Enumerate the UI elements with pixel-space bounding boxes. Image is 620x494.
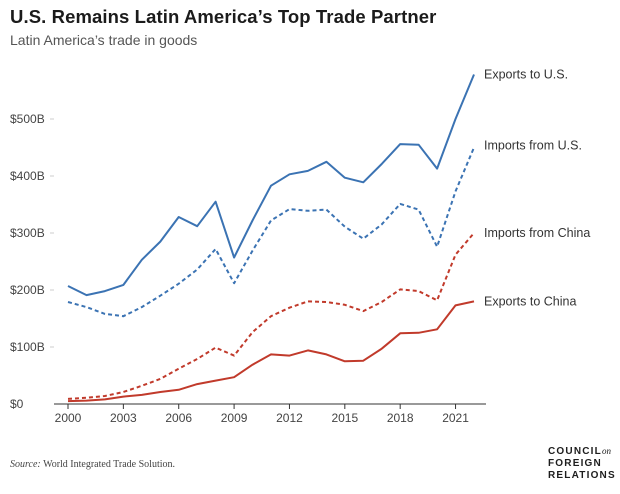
- source-note: Source: World Integrated Trade Solution.: [10, 459, 175, 470]
- series-line-imports-from-u-s: [67, 147, 475, 318]
- x-tick-label: 2006: [165, 411, 192, 425]
- series-lines: [67, 74, 475, 403]
- x-tick-label: 2015: [331, 411, 358, 425]
- series-label: Exports to U.S.: [484, 68, 568, 82]
- x-tick-label: 2012: [276, 411, 303, 425]
- x-tick-label: 2000: [55, 411, 82, 425]
- series-label: Imports from U.S.: [484, 139, 582, 153]
- x-tick-label: 2003: [110, 411, 137, 425]
- series-label: Imports from China: [484, 226, 590, 240]
- y-tick-label: $500B: [10, 112, 45, 126]
- series-labels: Exports to U.S. Imports from U.S. Imports …: [484, 68, 590, 309]
- page-title: U.S. Remains Latin America’s Top Trade P…: [10, 6, 437, 27]
- x-tick-label: 2009: [221, 411, 248, 425]
- series-line-exports-to-u-s: [67, 74, 475, 297]
- y-tick-label: $400B: [10, 169, 45, 183]
- x-tick-label: 2018: [387, 411, 414, 425]
- series-label: Exports to China: [484, 294, 576, 308]
- page-subtitle: Latin America’s trade in goods: [10, 32, 198, 48]
- logo-line-1: COUNCILon: [548, 446, 611, 457]
- gridlines: [50, 118, 54, 348]
- source-text: World Integrated Trade Solution.: [43, 459, 176, 470]
- logo-line-3: RELATIONS: [548, 470, 616, 481]
- x-tick-label: 2021: [442, 411, 469, 425]
- y-tick-label: $0: [10, 397, 24, 411]
- y-tick-label: $300B: [10, 226, 45, 240]
- x-axis: 2000 2003 2006 2009 2012 2015 2018 2021: [54, 403, 486, 425]
- logo-line-2: FOREIGN: [548, 458, 602, 469]
- cfr-logo: COUNCILon FOREIGN RELATIONS: [548, 445, 616, 482]
- source-label: Source:: [10, 459, 41, 470]
- y-tick-label: $100B: [10, 340, 45, 354]
- series-line-imports-from-china: [67, 232, 475, 400]
- series-line-exports-to-china: [67, 300, 475, 403]
- y-tick-label: $200B: [10, 283, 45, 297]
- y-axis: $0 $100B $200B $300B $400B $500B: [10, 112, 45, 411]
